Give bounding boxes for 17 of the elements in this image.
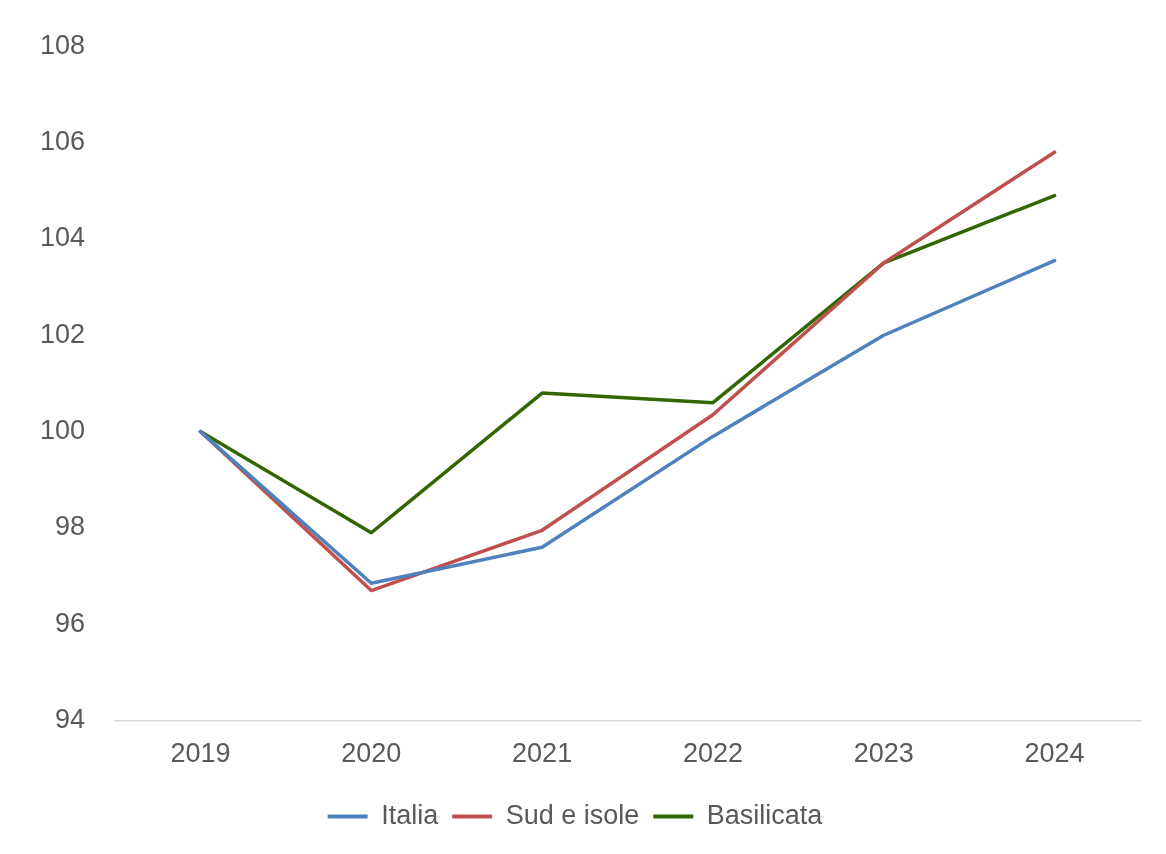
y-tick-label: 96 [55, 607, 86, 638]
y-tick-label: 102 [39, 318, 86, 349]
x-tick-label: 2020 [341, 738, 402, 769]
x-tick-label: 2024 [1024, 738, 1085, 769]
y-tick-label: 108 [39, 29, 86, 60]
x-tick-label: 2021 [512, 738, 573, 769]
y-tick-label: 98 [55, 511, 86, 542]
y-tick-label: 94 [55, 704, 86, 735]
legend-label: Basilicata [706, 799, 824, 830]
x-tick-label: 2023 [853, 738, 914, 769]
x-tick-label: 2019 [170, 738, 231, 769]
legend-label: Sud e isole [505, 799, 640, 830]
legend-label: Italia [381, 799, 440, 830]
x-tick-label: 2022 [682, 738, 743, 769]
y-tick-label: 106 [39, 126, 86, 156]
y-tick-label: 104 [39, 222, 86, 253]
y-tick-label: 100 [39, 415, 86, 446]
